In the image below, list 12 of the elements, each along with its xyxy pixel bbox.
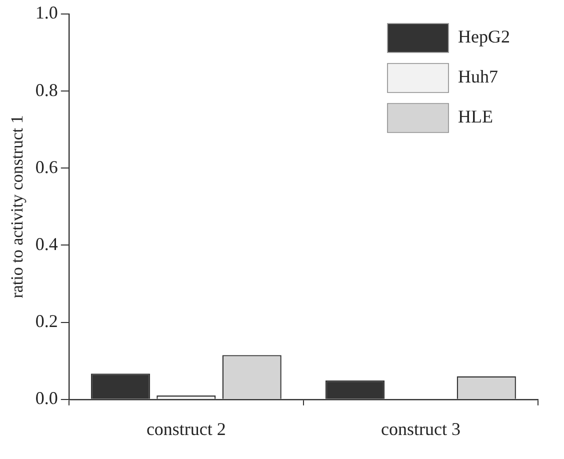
- y-axis-title: ratio to activity construct 1: [8, 115, 27, 298]
- x-tick-label: construct 3: [380, 418, 460, 439]
- y-tick-label: 1.0: [35, 2, 58, 23]
- y-tick-label: 0.6: [35, 156, 58, 177]
- legend-label: HLE: [458, 106, 493, 127]
- y-tick-label: 0.0: [35, 388, 58, 408]
- legend-label: Huh7: [458, 66, 498, 87]
- y-tick-label: 0.8: [35, 80, 58, 100]
- y-tick-label: 0.2: [35, 311, 58, 332]
- y-tick-label: 0.4: [35, 234, 58, 254]
- x-tick-label: construct 2: [146, 418, 226, 439]
- legend-label: HepG2: [458, 26, 510, 47]
